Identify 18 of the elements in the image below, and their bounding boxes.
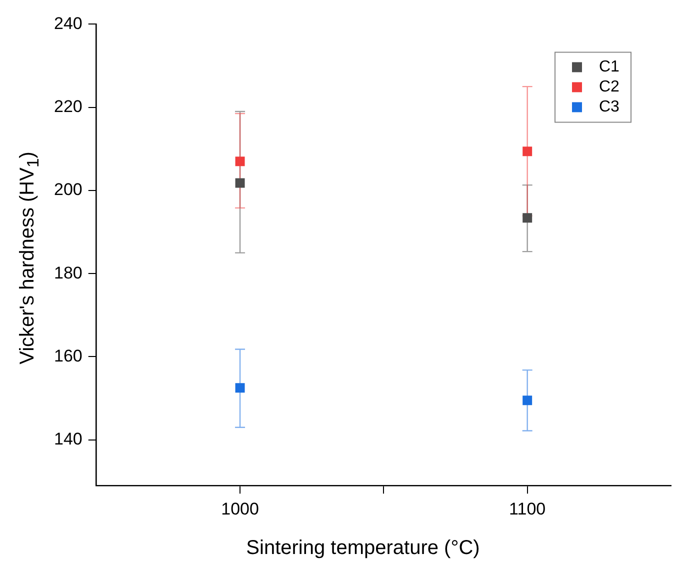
point <box>522 146 532 156</box>
point <box>522 396 532 406</box>
y-tick-label: 220 <box>54 97 82 116</box>
x-tick-label: 1100 <box>509 499 546 518</box>
point <box>522 213 532 223</box>
y-tick-label: 240 <box>54 14 82 33</box>
y-tick-label: 180 <box>54 263 82 282</box>
x-axis-title: Sintering temperature (°C) <box>245 537 481 560</box>
y-tick-label: 140 <box>54 430 82 449</box>
legend-label: C2 <box>599 78 620 96</box>
point <box>235 178 245 188</box>
legend-label: C3 <box>599 98 620 116</box>
point <box>235 383 245 393</box>
legend-label: C1 <box>599 58 620 76</box>
y-tick-label: 160 <box>54 346 82 366</box>
point <box>235 156 245 166</box>
x-tick-label: 1000 <box>221 499 259 518</box>
y-tick-label: 200 <box>54 180 82 200</box>
